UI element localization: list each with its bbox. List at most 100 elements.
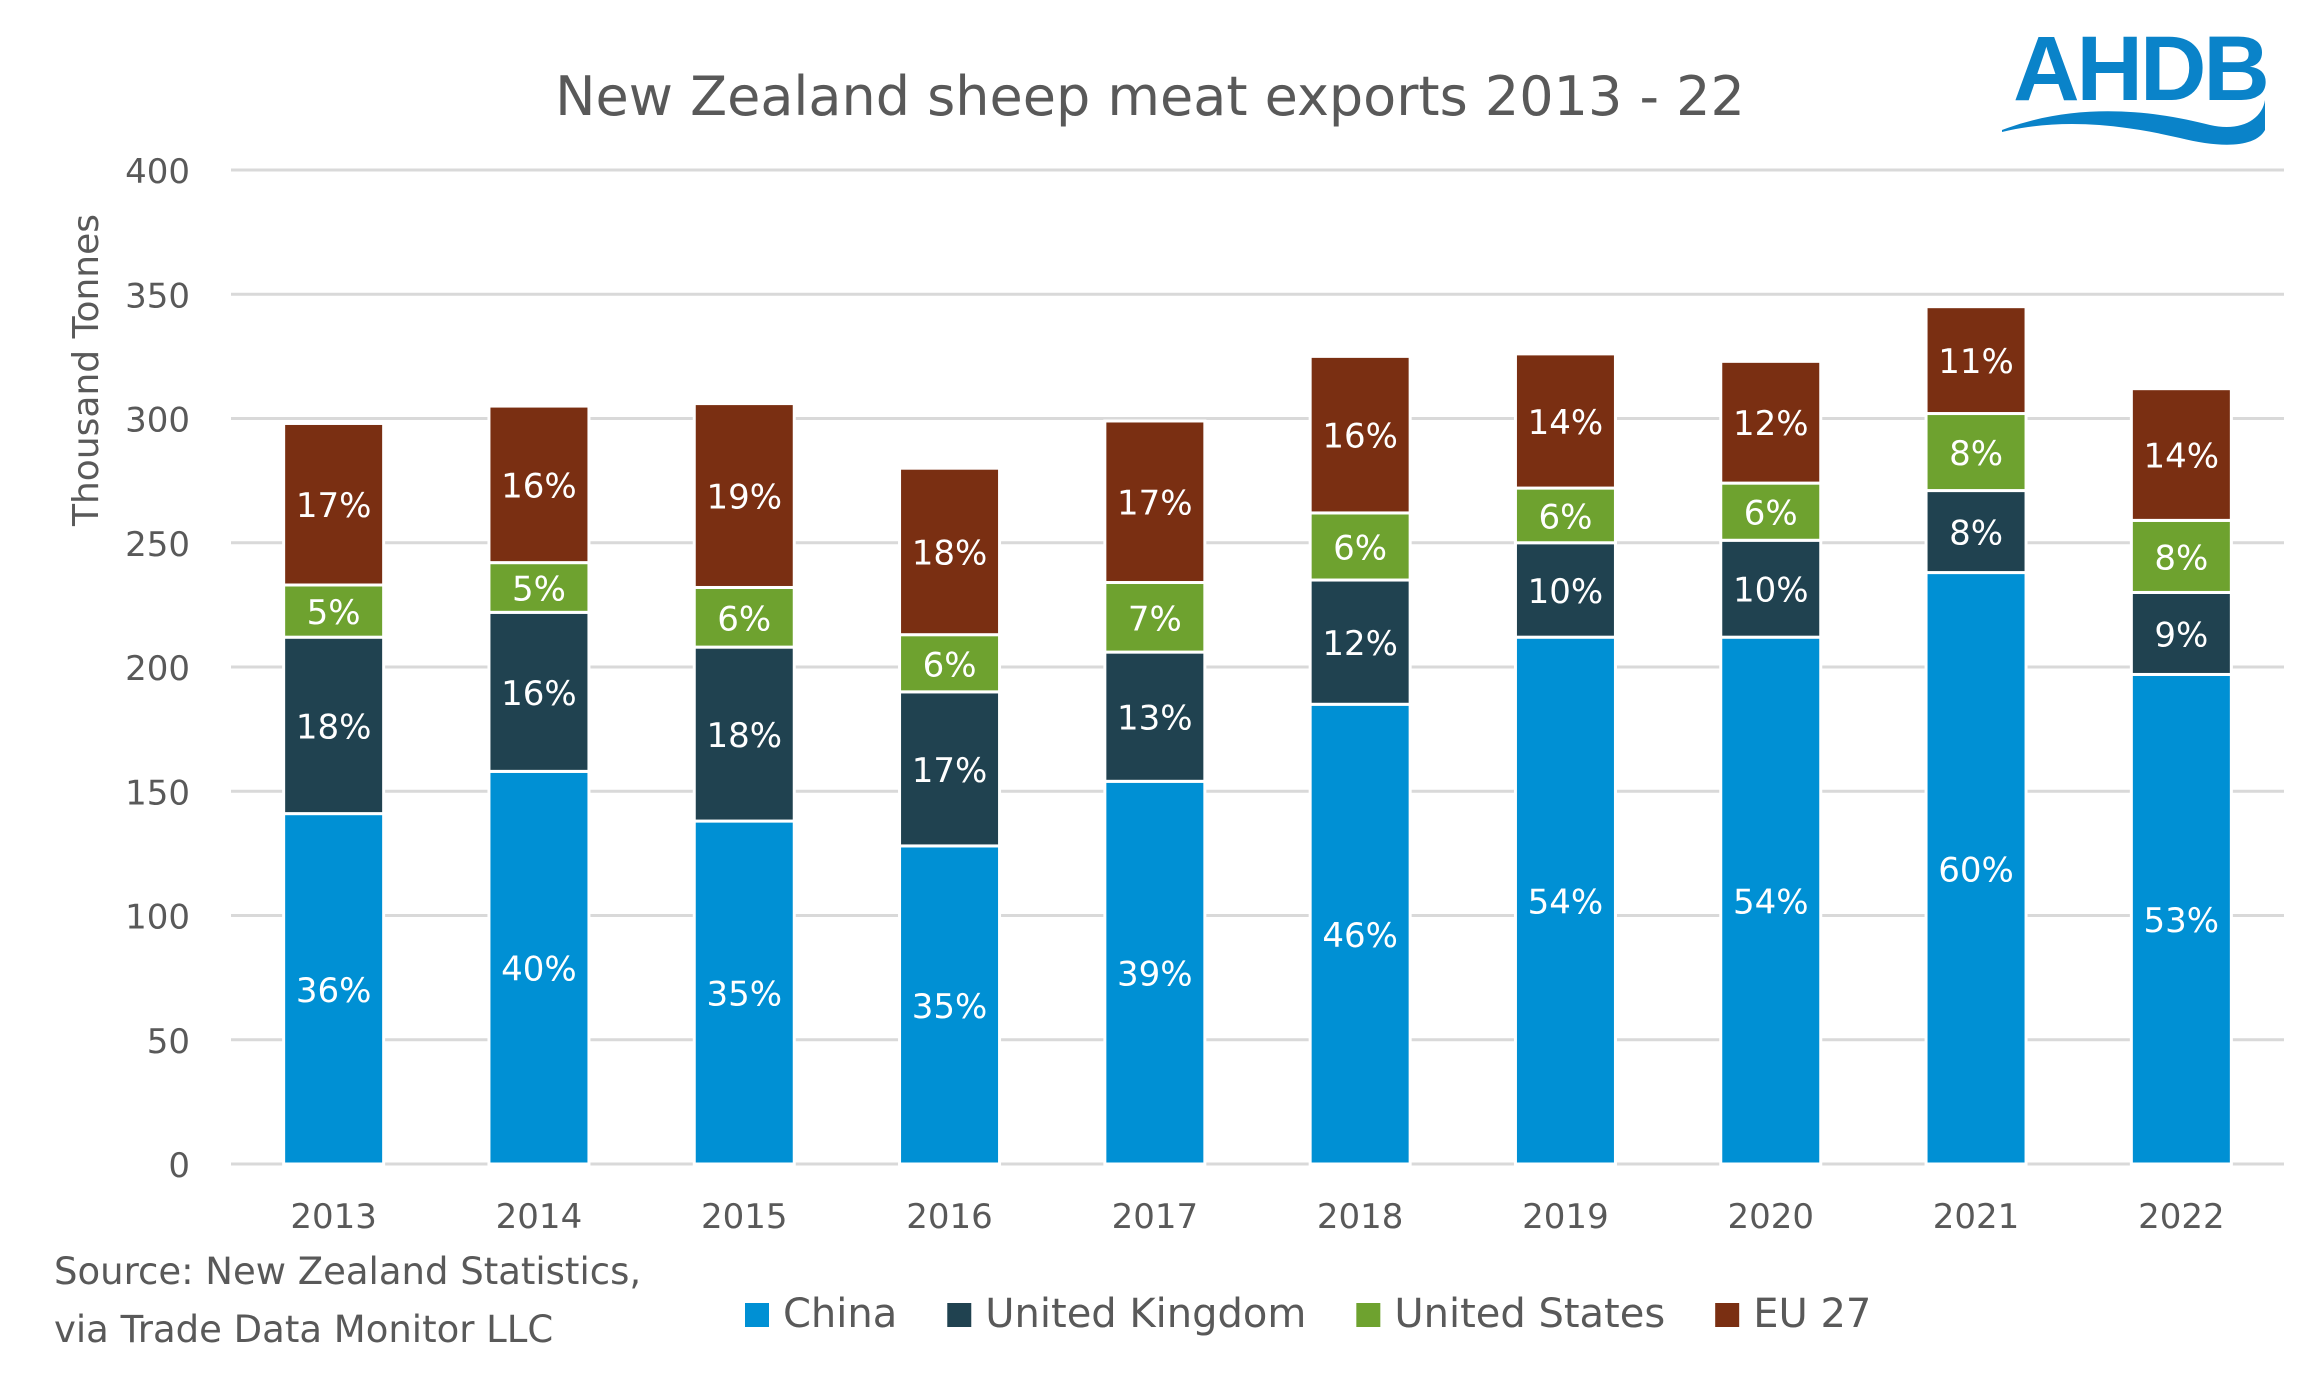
bar-segment-eu-27 <box>1103 419 1207 585</box>
bar-segment-united-states <box>692 585 796 649</box>
bar-segment-united-kingdom <box>1103 650 1207 783</box>
data-label: 17% <box>912 751 988 791</box>
bar-segment-united-kingdom <box>487 610 591 773</box>
bar-segment-united-states <box>1103 581 1207 654</box>
logo-wave <box>2002 100 2265 145</box>
legend: China United Kingdom United States EU 27 <box>745 1291 1871 1337</box>
legend-swatch <box>745 1303 769 1327</box>
y-tick-label: 200 <box>125 649 190 689</box>
bar-segment-china <box>1719 635 1823 1166</box>
data-label: 16% <box>1322 417 1398 457</box>
data-label: 14% <box>2144 437 2220 477</box>
logo-text: AHDB <box>2013 18 2267 120</box>
bar-segment-eu-27 <box>1308 354 1412 515</box>
bar-segment-united-kingdom <box>2129 590 2233 676</box>
bar-segment-china <box>898 844 1002 1166</box>
y-tick-label: 50 <box>147 1022 190 1062</box>
bar-segment-china <box>1513 635 1617 1166</box>
legend-swatch <box>947 1303 972 1327</box>
data-label: 8% <box>1949 434 2003 474</box>
data-label: 5% <box>512 569 566 609</box>
legend-label: EU 27 <box>1753 1291 1871 1337</box>
data-label: 36% <box>296 971 372 1011</box>
bar-segment-united-kingdom <box>898 690 1002 848</box>
data-label: 18% <box>706 716 782 756</box>
legend-label: United Kingdom <box>985 1291 1306 1337</box>
legend-swatch <box>1356 1303 1381 1327</box>
bar-segment-eu-27 <box>2129 387 2233 522</box>
x-tick-label: 2022 <box>2138 1197 2225 1237</box>
y-tick-label: 300 <box>125 401 190 441</box>
legend-label: United States <box>1394 1291 1665 1337</box>
data-label: 11% <box>1938 342 2014 382</box>
data-label: 46% <box>1322 916 1398 956</box>
data-label: 12% <box>1733 404 1809 444</box>
data-label: 35% <box>912 987 988 1027</box>
bar-segment-united-kingdom <box>282 635 386 816</box>
data-label: 53% <box>2144 901 2220 941</box>
y-tick-label: 250 <box>125 525 190 565</box>
bar-segment-eu-27 <box>898 466 1002 637</box>
y-tick-label: 0 <box>168 1146 190 1186</box>
bar-segment-united-kingdom <box>692 645 796 823</box>
bar-segment-eu-27 <box>282 421 386 587</box>
bar-segment-united-states <box>2129 518 2233 594</box>
data-label: 39% <box>1117 955 1193 995</box>
bar-segment-china <box>1103 779 1207 1166</box>
bar-segment-eu-27 <box>487 404 591 565</box>
legend-label: China <box>783 1291 897 1337</box>
data-label: 12% <box>1322 624 1398 664</box>
bar-segment-china <box>692 819 796 1166</box>
y-axis-label: Thousand Tonnes <box>66 214 107 527</box>
x-tick-label: 2015 <box>701 1197 788 1237</box>
bar-segment-united-states <box>487 561 591 614</box>
data-label: 19% <box>706 478 782 518</box>
bar-segment-eu-27 <box>1513 352 1617 490</box>
x-tick-label: 2019 <box>1522 1197 1609 1237</box>
x-tick-label: 2017 <box>1112 1197 1199 1237</box>
data-label: 14% <box>1528 403 1604 443</box>
legend-swatch <box>1715 1303 1740 1327</box>
data-label: 18% <box>296 707 372 747</box>
x-tick-label: 2016 <box>906 1197 993 1237</box>
bar-segment-china <box>1308 702 1412 1166</box>
data-label: 6% <box>717 599 771 639</box>
data-label: 40% <box>501 950 577 990</box>
data-label: 8% <box>1949 514 2003 554</box>
data-label: 6% <box>1744 494 1798 534</box>
x-tick-label: 2020 <box>1727 1197 1814 1237</box>
y-tick-label: 350 <box>125 276 190 316</box>
bar-segment-united-states <box>898 633 1002 694</box>
bar-segment-china <box>487 769 591 1166</box>
data-label: 10% <box>1733 571 1809 611</box>
data-label: 35% <box>706 975 782 1015</box>
data-label: 54% <box>1733 883 1809 923</box>
bar-segment-united-kingdom <box>1719 538 1823 639</box>
y-tick-label: 150 <box>125 773 190 813</box>
y-tick-label: 400 <box>125 152 190 192</box>
data-label: 17% <box>296 486 372 526</box>
bar-segment-united-states <box>1513 486 1617 545</box>
x-tick-label: 2021 <box>1933 1197 2020 1237</box>
x-tick-label: 2013 <box>290 1197 377 1237</box>
data-label: 5% <box>307 593 361 633</box>
ahdb-logo: AHDB <box>2002 18 2270 145</box>
x-tick-label: 2018 <box>1317 1197 1404 1237</box>
data-label: 16% <box>501 674 577 714</box>
data-label: 6% <box>923 645 977 685</box>
data-label: 16% <box>501 466 577 506</box>
bar-segment-eu-27 <box>692 402 796 589</box>
bar-segment-china <box>2129 672 2233 1166</box>
bar-segment-united-kingdom <box>1513 541 1617 639</box>
data-label: 10% <box>1528 572 1604 612</box>
source-line-1: Source: New Zealand Statistics, <box>54 1250 641 1293</box>
data-label: 9% <box>2154 615 2208 655</box>
source-line-2: via Trade Data Monitor LLC <box>54 1308 553 1351</box>
bar-segment-china <box>1924 571 2028 1166</box>
data-label: 18% <box>912 533 988 573</box>
data-label: 7% <box>1128 599 1182 639</box>
bar-segment-eu-27 <box>1719 359 1823 485</box>
data-label: 8% <box>2154 538 2208 578</box>
data-label: 17% <box>1117 484 1193 524</box>
